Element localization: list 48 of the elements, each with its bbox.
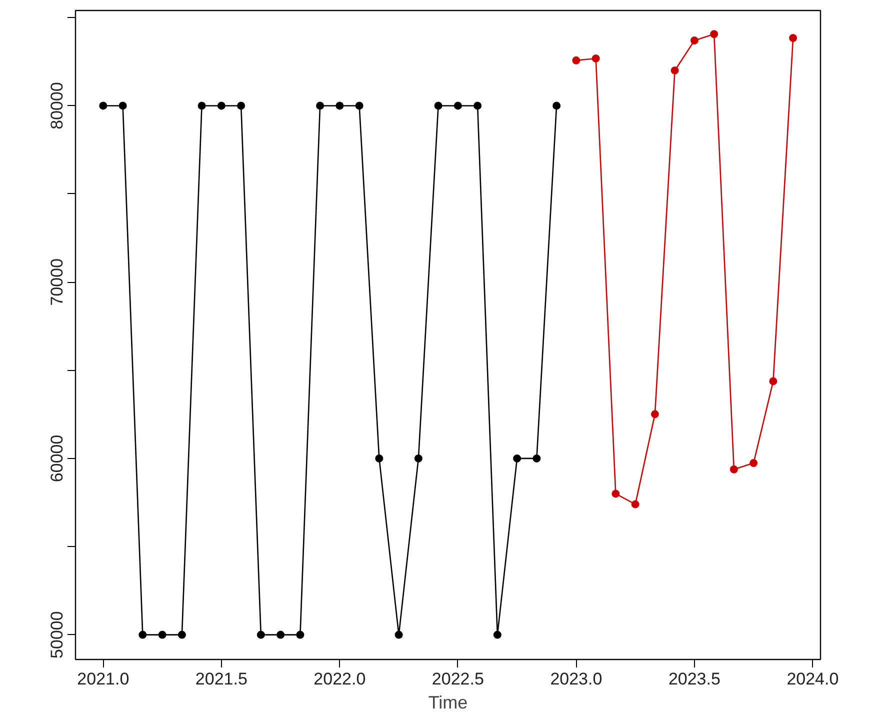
point [138,630,147,639]
point [256,630,265,639]
y-tick-label: 60000 [48,434,66,482]
point [513,454,522,462]
point [336,102,344,110]
point [710,30,718,38]
y-tick-label: 50000 [48,611,66,658]
point [493,630,502,639]
x-tick-label: 2022.0 [314,670,366,688]
point [178,630,186,639]
point [690,36,698,44]
point [316,102,324,110]
point [532,454,541,462]
point [158,630,166,639]
point [789,34,798,42]
point [670,66,679,74]
y-tick-label: 80000 [48,82,66,130]
point [198,102,206,110]
point [99,102,108,110]
x-tick-label: 2023.0 [550,670,602,688]
point [414,454,422,462]
point [217,102,226,110]
point [612,490,620,498]
point [592,54,600,62]
point [750,459,758,468]
y-tick-label: 70000 [48,258,66,306]
x-tick-label: 2022.5 [432,670,484,688]
point [355,102,364,110]
point [552,102,561,110]
point [650,410,659,418]
point [631,500,640,508]
point [769,377,778,386]
point [296,630,304,639]
point [572,56,580,64]
x-axis-title: Time [428,692,468,712]
point [730,465,738,474]
point [454,102,462,110]
point [474,102,482,110]
point [375,454,384,462]
point [394,630,403,639]
x-tick-label: 2023.5 [668,670,720,688]
point [237,102,246,110]
x-tick-label: 2024.0 [786,670,839,688]
point [118,102,127,110]
x-tick-label: 2021.5 [195,670,248,688]
x-tick-label: 2021.0 [77,670,130,688]
point [276,630,285,639]
point [434,102,442,110]
